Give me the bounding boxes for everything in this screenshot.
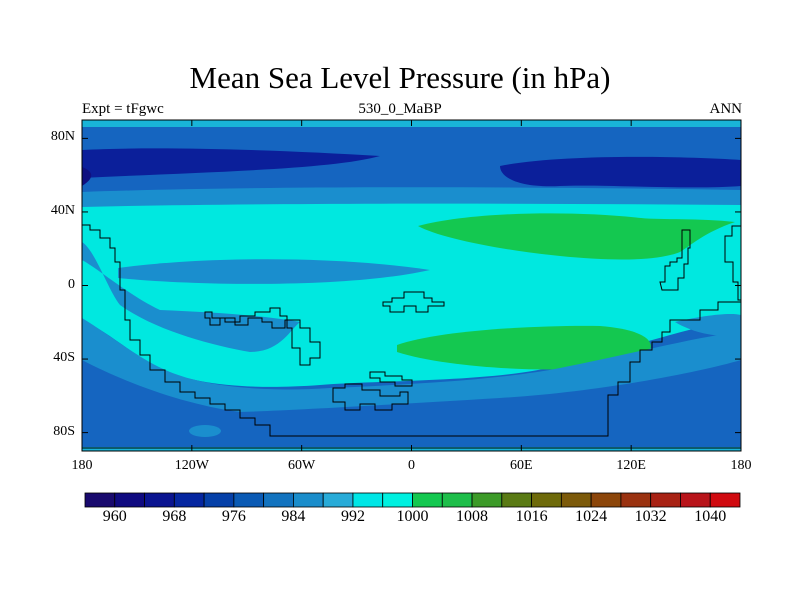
colorbar-swatch — [84, 492, 116, 508]
colorbar-swatch — [471, 492, 503, 508]
colorbar-label: 1024 — [575, 508, 608, 525]
sh-mid-latitude-band — [82, 318, 741, 412]
east-pacific-indent — [675, 313, 741, 336]
colorbar-label: 984 — [281, 508, 306, 525]
chart-title: Mean Sea Level Pressure (in hPa) — [189, 60, 611, 95]
experiment-label: Expt = tFgwc — [82, 101, 164, 117]
colorbar-label: 1000 — [396, 508, 429, 525]
y-tick-label: 40N — [50, 202, 75, 218]
pressure-field — [82, 120, 741, 451]
colorbar-swatch — [233, 492, 265, 508]
x-tick-label: 120E — [616, 458, 646, 473]
colorbar-swatch — [293, 492, 324, 508]
south-pacific-subtropical-high — [397, 325, 651, 370]
time-period-label: 530_0_MaBP — [358, 101, 442, 117]
colorbar-swatch — [620, 492, 652, 508]
colorbar-swatch — [412, 492, 443, 508]
colorbar-swatch — [114, 492, 145, 508]
y-tick-label: 40S — [53, 350, 75, 366]
colorbar-label: 1032 — [634, 508, 667, 525]
colorbar-swatch — [560, 492, 592, 508]
nh-deep-low-belt-east — [500, 156, 741, 188]
x-tick-label: 180 — [71, 458, 93, 473]
y-axis-ticks — [82, 137, 741, 434]
x-tick-label: 0 — [408, 458, 415, 473]
colorbar-label: 1008 — [456, 508, 489, 525]
y-tick-label: 80N — [50, 129, 75, 145]
colorbar-swatch — [650, 492, 681, 508]
colorbar-label: 1016 — [515, 508, 548, 525]
colorbar-swatch — [263, 492, 294, 508]
colorbar-swatch — [680, 492, 711, 508]
colorbar-label: 976 — [221, 508, 246, 525]
north-pacific-subtropical-high — [418, 213, 735, 260]
colorbar-swatch — [709, 492, 741, 508]
continent-outlines — [82, 224, 741, 449]
colorbar-swatch — [203, 492, 235, 508]
x-tick-label: 120W — [174, 458, 209, 473]
colorbar-label: 992 — [340, 508, 365, 525]
colorbar-swatch — [144, 492, 175, 508]
x-tick-label: 180 — [730, 458, 752, 473]
colorbar-swatch — [352, 492, 384, 508]
x-tick-label: 60W — [288, 458, 316, 473]
y-tick-label: 0 — [68, 276, 75, 292]
season-label: ANN — [709, 101, 743, 117]
colorbar-swatch — [322, 492, 354, 508]
x-axis-ticks — [81, 120, 742, 451]
colorbar-swatch — [531, 492, 562, 508]
colorbar-swatch — [441, 492, 473, 508]
colorbar-swatch — [382, 492, 413, 508]
nh-deep-low-belt-west — [82, 148, 380, 178]
colorbar-label: 968 — [162, 508, 187, 525]
y-tick-label: 80S — [53, 423, 75, 439]
central-pacific-lower-pocket — [118, 259, 430, 284]
colorbar — [84, 492, 741, 508]
colorbar-swatch — [173, 492, 205, 508]
x-tick-label: 60E — [510, 458, 533, 473]
colorbar-label: 960 — [102, 508, 127, 525]
colorbar-label: 1040 — [694, 508, 727, 525]
colorbar-swatch — [590, 492, 622, 508]
colorbar-swatch — [501, 492, 532, 508]
nh-deep-low-core-west — [82, 167, 92, 186]
south-pacific-small-pocket — [189, 425, 221, 437]
